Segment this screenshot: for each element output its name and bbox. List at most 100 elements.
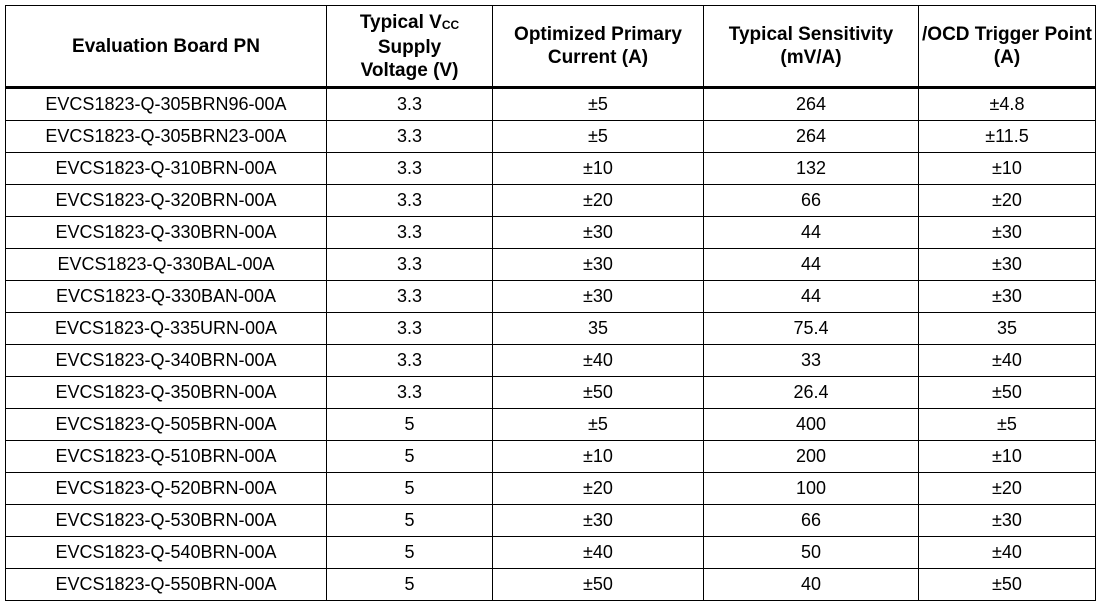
header-subscript: CC (441, 17, 460, 32)
table-cell: EVCS1823-Q-520BRN-00A (5, 472, 327, 505)
table-cell: EVCS1823-Q-510BRN-00A (5, 440, 327, 473)
table-cell: ±30 (492, 504, 704, 537)
table-cell: 50 (703, 536, 919, 569)
table-cell: EVCS1823-Q-305BRN23-00A (5, 120, 327, 153)
table-cell: 75.4 (703, 312, 919, 345)
table-cell: ±5 (492, 120, 704, 153)
table-cell: ±5 (492, 87, 704, 121)
table-row: EVCS1823-Q-330BAN-00A 3.3 ±30 44 ±30 (5, 280, 1096, 313)
table-cell: ±50 (492, 568, 704, 601)
table-cell: ±30 (918, 504, 1096, 537)
table-cell: 35 (492, 312, 704, 345)
table-cell: 3.3 (326, 312, 493, 345)
table-cell: 3.3 (326, 344, 493, 377)
table-cell: 40 (703, 568, 919, 601)
table-cell: EVCS1823-Q-505BRN-00A (5, 408, 327, 441)
table-cell: ±50 (492, 376, 704, 409)
table-cell: 3.3 (326, 376, 493, 409)
table-cell: EVCS1823-Q-320BRN-00A (5, 184, 327, 217)
spec-table: Evaluation Board PN Typical VCC Supply Vol… (5, 5, 1096, 601)
table-cell: ±40 (492, 536, 704, 569)
table-cell: 3.3 (326, 248, 493, 281)
table-cell: EVCS1823-Q-540BRN-00A (5, 536, 327, 569)
table-cell: 3.3 (326, 184, 493, 217)
table-cell: EVCS1823-Q-305BRN96-00A (5, 87, 327, 121)
table-body: EVCS1823-Q-305BRN96-00A 3.3 ±5 264 ±4.8 EVCS1… (5, 87, 1096, 601)
table-cell: ±20 (492, 184, 704, 217)
table-cell: 5 (326, 536, 493, 569)
table-cell: EVCS1823-Q-530BRN-00A (5, 504, 327, 537)
table-cell: ±30 (918, 216, 1096, 249)
table-cell: ±10 (918, 152, 1096, 185)
table-cell: ±20 (918, 184, 1096, 217)
table-row: EVCS1823-Q-320BRN-00A 3.3 ±20 66 ±20 (5, 184, 1096, 217)
table-cell: 5 (326, 408, 493, 441)
table-cell: ±10 (918, 440, 1096, 473)
table-cell: 33 (703, 344, 919, 377)
table-cell: ±40 (492, 344, 704, 377)
table-cell: 44 (703, 216, 919, 249)
table-cell: 5 (326, 568, 493, 601)
table-cell: ±30 (492, 216, 704, 249)
table-cell: 3.3 (326, 87, 493, 121)
table-cell: ±40 (918, 536, 1096, 569)
table-cell: 66 (703, 184, 919, 217)
table-row: EVCS1823-Q-310BRN-00A 3.3 ±10 132 ±10 (5, 152, 1096, 185)
table-cell: ±11.5 (918, 120, 1096, 153)
table-cell: 100 (703, 472, 919, 505)
table-cell: ±5 (918, 408, 1096, 441)
table-cell: 66 (703, 504, 919, 537)
header-cell: Typical Sensitivity (mV/A) (703, 5, 919, 89)
table-cell: 3.3 (326, 152, 493, 185)
table-row: EVCS1823-Q-340BRN-00A 3.3 ±40 33 ±40 (5, 344, 1096, 377)
header-text: Supply (377, 36, 442, 58)
header-cell: /OCD Trigger Point (A) (918, 5, 1096, 89)
table-cell: ±30 (918, 248, 1096, 281)
table-cell: ±10 (492, 440, 704, 473)
table-cell: 35 (918, 312, 1096, 345)
table-cell: EVCS1823-Q-310BRN-00A (5, 152, 327, 185)
table-cell: 132 (703, 152, 919, 185)
table-cell: ±50 (918, 568, 1096, 601)
table-row: EVCS1823-Q-330BRN-00A 3.3 ±30 44 ±30 (5, 216, 1096, 249)
table-cell: EVCS1823-Q-330BAN-00A (5, 280, 327, 313)
table-cell: ±20 (492, 472, 704, 505)
table-row: EVCS1823-Q-520BRN-00A 5 ±20 100 ±20 (5, 472, 1096, 505)
table-row: EVCS1823-Q-335URN-00A 3.3 35 75.4 35 (5, 312, 1096, 345)
table-cell: 26.4 (703, 376, 919, 409)
table-cell: ±30 (918, 280, 1096, 313)
table-cell: ±30 (492, 248, 704, 281)
header-cell: Optimized Primary Current (A) (492, 5, 704, 89)
table-cell: 5 (326, 472, 493, 505)
table-row: EVCS1823-Q-530BRN-00A 5 ±30 66 ±30 (5, 504, 1096, 537)
table-row: EVCS1823-Q-540BRN-00A 5 ±40 50 ±40 (5, 536, 1096, 569)
table-row: EVCS1823-Q-305BRN23-00A 3.3 ±5 264 ±11.5 (5, 120, 1096, 153)
table-cell: ±30 (492, 280, 704, 313)
table-row: EVCS1823-Q-350BRN-00A 3.3 ±50 26.4 ±50 (5, 376, 1096, 409)
table-cell: 44 (703, 248, 919, 281)
table-cell: EVCS1823-Q-350BRN-00A (5, 376, 327, 409)
table-cell: 5 (326, 504, 493, 537)
table-cell: 264 (703, 87, 919, 121)
header-text: Typical V (359, 11, 442, 33)
header-cell: Typical VCC Supply Voltage (V) (326, 5, 493, 89)
table-cell: 3.3 (326, 120, 493, 153)
header-row: Evaluation Board PN Typical VCC Supply Vol… (5, 5, 1096, 89)
table-cell: ±20 (918, 472, 1096, 505)
table-cell: ±4.8 (918, 87, 1096, 121)
table-cell: ±40 (918, 344, 1096, 377)
table-cell: 44 (703, 280, 919, 313)
table-cell: ±50 (918, 376, 1096, 409)
table-cell: EVCS1823-Q-330BAL-00A (5, 248, 327, 281)
header-text: Voltage (V) (360, 59, 459, 81)
table-cell: ±10 (492, 152, 704, 185)
table-row: EVCS1823-Q-550BRN-00A 5 ±50 40 ±50 (5, 568, 1096, 601)
table-cell: 3.3 (326, 280, 493, 313)
table-row: EVCS1823-Q-305BRN96-00A 3.3 ±5 264 ±4.8 (5, 87, 1096, 121)
table-cell: EVCS1823-Q-330BRN-00A (5, 216, 327, 249)
table-cell: ±5 (492, 408, 704, 441)
table-cell: 5 (326, 440, 493, 473)
table-cell: 200 (703, 440, 919, 473)
header-cell: Evaluation Board PN (5, 5, 327, 89)
table-cell: EVCS1823-Q-340BRN-00A (5, 344, 327, 377)
